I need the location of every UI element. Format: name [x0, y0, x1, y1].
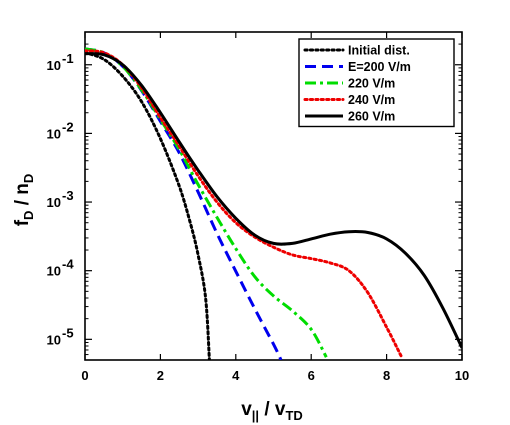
y-axis-title-sub1: D	[21, 211, 36, 220]
legend-label-2: 220 V/m	[348, 77, 395, 91]
legend-label-3: 240 V/m	[348, 93, 395, 107]
series-line-4	[85, 52, 462, 349]
legend-label-0: Initial dist.	[348, 44, 410, 58]
series-line-0	[85, 51, 211, 360]
x-tick-label: 0	[81, 368, 88, 383]
y-tick-label-exponent: -5	[62, 325, 74, 340]
x-tick-label: 6	[308, 368, 315, 383]
y-tick-label: 10	[47, 332, 61, 347]
x-tick-label: 2	[157, 368, 164, 383]
legend-label-1: E=200 V/m	[348, 60, 411, 74]
legend-box	[298, 38, 455, 128]
series-line-1	[85, 47, 283, 360]
y-tick-label-exponent: -2	[62, 119, 74, 134]
y-axis-title-sep: / n	[12, 183, 33, 210]
plot-frame	[84, 31, 463, 361]
x-axis-title: v|| / vTD	[241, 399, 303, 423]
legend-label-4: 260 V/m	[348, 110, 395, 124]
y-axis-title-main: f	[12, 219, 33, 226]
x-tick-label: 8	[383, 368, 390, 383]
x-tick-label: 4	[232, 368, 240, 383]
x-axis-title-main: v	[241, 399, 252, 420]
x-tick-label: 10	[455, 368, 469, 383]
y-axis-title-sub2: D	[21, 174, 36, 183]
y-tick-label-exponent: -1	[62, 51, 74, 66]
y-axis-title: fD / nD	[12, 174, 36, 227]
y-tick-label-exponent: -3	[62, 188, 74, 203]
y-tick-label: 10	[47, 58, 61, 73]
x-axis-title-sub1: ||	[252, 408, 259, 423]
legend: Initial dist. E=200 V/m 220 V/m 240 V/m 260 …	[298, 38, 455, 128]
y-tick-label: 10	[47, 195, 61, 210]
y-tick-label: 10	[47, 264, 61, 279]
y-tick-label: 10	[47, 126, 61, 141]
x-axis-title-sep: / v	[259, 399, 286, 420]
plot-area	[84, 31, 463, 361]
series-layer	[85, 47, 462, 360]
y-tick-label-exponent: -4	[62, 257, 74, 272]
x-axis-title-sub2: TD	[285, 408, 302, 423]
